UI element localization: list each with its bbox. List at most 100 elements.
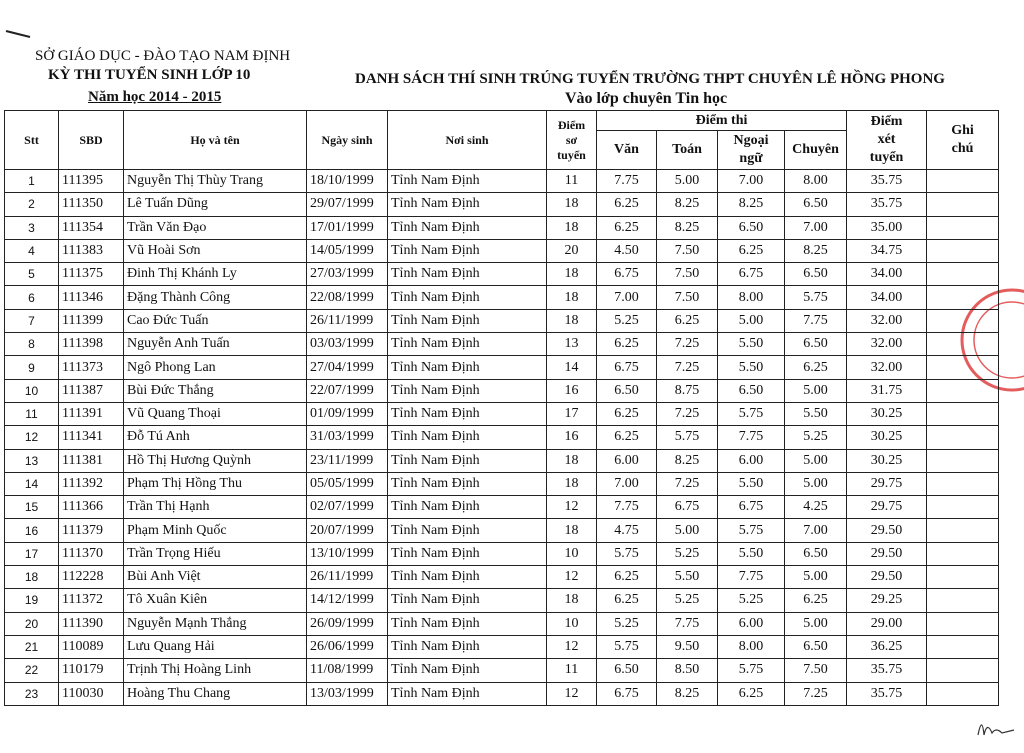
note-cell (926, 611, 1000, 636)
signature (977, 724, 1015, 736)
table-cell: 02/07/1999 (306, 495, 388, 520)
table-row: 15 111366 Trần Thị Hạnh 02/07/1999 Tỉnh Nam … (4, 495, 1000, 520)
header-line: sơ (565, 132, 578, 147)
table-cell: Tỉnh Nam Định (387, 401, 547, 427)
table-cell: 17 (4, 541, 59, 567)
table-row: 23 110030 Hoàng Thu Chang 13/03/1999 Tỉnh Na… (4, 681, 1000, 706)
table-cell: 5.25 (717, 588, 785, 613)
table-cell: 111354 (58, 215, 124, 240)
table-cell: Tỉnh Nam Định (387, 658, 547, 683)
table-cell: 7.00 (596, 285, 657, 310)
table-row: 5 111375 Đinh Thị Khánh Ly 27/03/1999 Tỉnh N… (4, 262, 1000, 287)
header-cell: Ngày sinh (306, 110, 388, 170)
table-cell: 8.25 (656, 681, 718, 706)
header-line: Điểm (557, 117, 586, 132)
table-cell: 6.50 (596, 658, 657, 683)
table-row: 11 111391 Vũ Quang Thoại 01/09/1999 Tỉnh Nam… (4, 401, 1000, 427)
table-cell: 6.50 (783, 634, 848, 660)
table-cell: 111379 (58, 518, 124, 543)
table-row: 7 111399 Cao Đức Tuấn 26/11/1999 Tỉnh Nam Đị… (4, 308, 1000, 334)
table-cell: 111395 (58, 168, 124, 194)
table-cell: 5.25 (656, 541, 718, 567)
table-cell: 8.25 (656, 192, 718, 217)
table-cell: Bùi Anh Việt (123, 565, 307, 590)
table-cell: 10 (4, 378, 59, 403)
table-cell: 111341 (58, 425, 124, 450)
table-cell: 5.50 (717, 541, 785, 567)
table-cell: 15 (4, 495, 59, 520)
table-cell: 20 (4, 611, 59, 636)
table-cell: 11 (546, 168, 597, 194)
table-cell: 6.25 (783, 355, 848, 380)
header-row: Stt SBD Họ và tên Ngày sinh Nơi sinh Điểm sơ tu… (4, 110, 1000, 170)
table-cell: 7.75 (596, 168, 657, 194)
table-row: 19 111372 Tô Xuân Kiên 14/12/1999 Tỉnh Nam Đ… (4, 588, 1000, 613)
table-cell: 29.00 (846, 611, 928, 636)
table-cell: 6.00 (596, 448, 657, 473)
table-cell: Tỉnh Nam Định (387, 262, 547, 287)
table-row: 22 110179 Trịnh Thị Hoàng Linh 11/08/1999 Tỉ… (4, 658, 1000, 683)
table-cell: Trần Thị Hạnh (123, 495, 307, 520)
table-cell: 10 (546, 541, 597, 567)
table-cell: 1 (4, 168, 59, 194)
table-cell: 7.25 (656, 401, 718, 427)
table-cell: 5.00 (783, 611, 848, 636)
table-cell: Nguyễn Anh Tuấn (123, 332, 307, 357)
table-cell: 13/10/1999 (306, 541, 388, 567)
header-cell: Điểm xét tuyển (846, 110, 928, 170)
table-cell: 11 (4, 401, 59, 427)
header-cell: Điểm sơ tuyển (546, 110, 597, 170)
table-cell: 111350 (58, 192, 124, 217)
table-cell: 5.75 (783, 285, 848, 310)
table-cell: 29.50 (846, 565, 928, 590)
table-cell: 29.25 (846, 588, 928, 613)
table-cell: 26/06/1999 (306, 634, 388, 660)
table-cell: 5.00 (656, 168, 718, 194)
table-cell: 18 (546, 308, 597, 334)
table-cell: 27/03/1999 (306, 262, 388, 287)
table-cell: 10 (546, 611, 597, 636)
table-cell: Bùi Đức Thắng (123, 378, 307, 403)
table-cell: Đặng Thành Công (123, 285, 307, 310)
table-cell: 4.75 (596, 518, 657, 543)
table-cell: Tỉnh Nam Định (387, 565, 547, 590)
table-cell: 110030 (58, 681, 124, 706)
table-cell: Tỉnh Nam Định (387, 588, 547, 613)
table-cell: 34.00 (846, 262, 928, 287)
table-cell: 7.25 (656, 332, 718, 357)
list-title: DANH SÁCH THÍ SINH TRÚNG TUYỂN TRƯỜNG TH… (355, 71, 945, 87)
note-cell (926, 285, 1000, 310)
table-cell: 6.25 (596, 192, 657, 217)
table-cell: 6.75 (596, 681, 657, 706)
table-cell: 30.25 (846, 425, 928, 450)
table-cell: 111390 (58, 611, 124, 636)
table-row: 21 110089 Lưu Quang Hải 26/06/1999 Tỉnh Nam … (4, 634, 1000, 660)
table-cell: 22 (4, 658, 59, 683)
table-cell: 6.25 (596, 565, 657, 590)
table-cell: 4 (4, 238, 59, 264)
table-cell: 17 (546, 401, 597, 427)
table-cell: 35.00 (846, 215, 928, 240)
table-cell: 5.50 (717, 355, 785, 380)
table-row: 20 111390 Nguyễn Mạnh Thắng 26/09/1999 Tỉnh … (4, 611, 1000, 636)
table-cell: Cao Đức Tuấn (123, 308, 307, 334)
table-cell: 35.75 (846, 168, 928, 194)
table-cell: 18 (546, 192, 597, 217)
table-row: 16 111379 Phạm Minh Quốc 20/07/1999 Tỉnh Nam… (4, 518, 1000, 543)
table-head: Stt SBD Họ và tên Ngày sinh Nơi sinh Điểm sơ tu… (4, 110, 1000, 170)
table-cell: Tỉnh Nam Định (387, 168, 547, 194)
table-cell: Đinh Thị Khánh Ly (123, 262, 307, 287)
table-cell: 5.75 (717, 518, 785, 543)
table-cell: 21 (4, 634, 59, 660)
table-cell: 26/11/1999 (306, 308, 388, 334)
note-cell (926, 471, 1000, 497)
table-cell: Tỉnh Nam Định (387, 238, 547, 264)
table-cell: 5.75 (717, 658, 785, 683)
table-cell: 5.50 (783, 401, 848, 427)
note-cell (926, 215, 1000, 240)
table-cell: 5.75 (717, 401, 785, 427)
table-cell: 6.25 (717, 681, 785, 706)
header-cell: Ngoại ngữ (717, 130, 785, 170)
table-cell: 11/08/1999 (306, 658, 388, 683)
